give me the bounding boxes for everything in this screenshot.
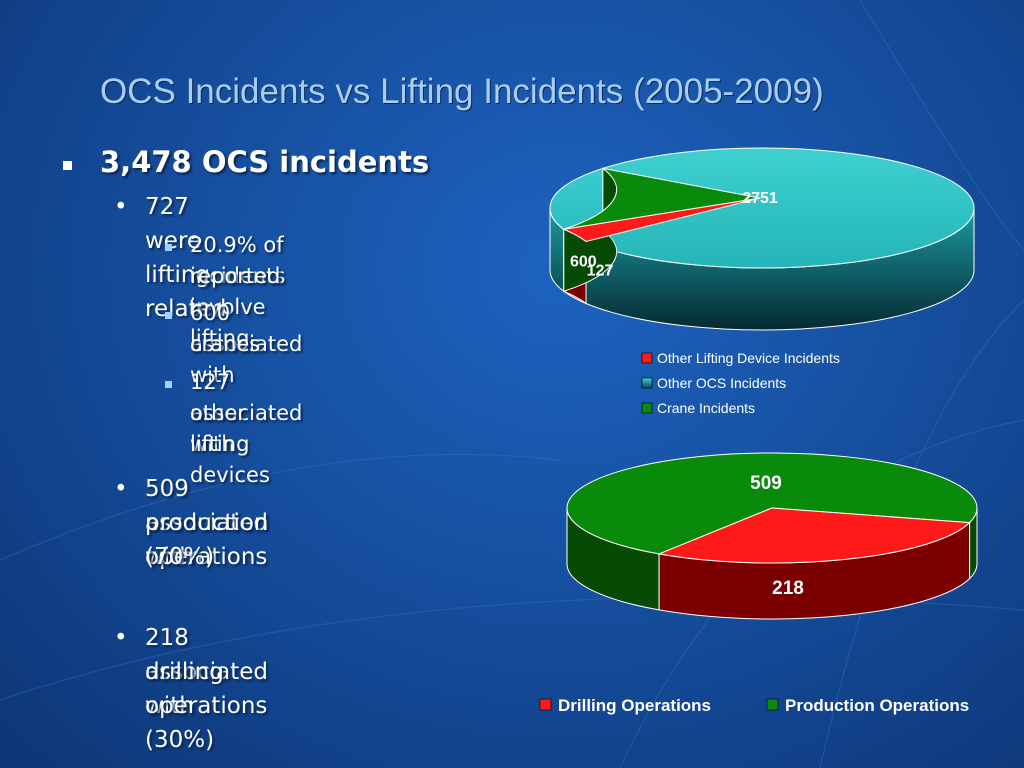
legend-label-other-lifting: Other Lifting Device Incidents bbox=[657, 350, 840, 366]
legend-chart2: Drilling Operations Production Operation… bbox=[539, 696, 969, 715]
legend-label-drilling: Drilling Operations bbox=[558, 696, 711, 715]
legend-swatch-other-ocs bbox=[641, 377, 653, 389]
bullet-cranes-line1: 600 associated with bbox=[190, 301, 303, 387]
bullet-square-icon bbox=[63, 161, 72, 170]
bullet-other-devices-line2: other lifting devices bbox=[190, 401, 270, 487]
pie-slice-drilling bbox=[657, 507, 971, 564]
legend-swatch-production bbox=[766, 698, 779, 711]
legend-label-production: Production Operations bbox=[785, 696, 969, 715]
bullet-square-icon bbox=[165, 244, 172, 251]
data-label-other-ocs: 2751 bbox=[742, 190, 778, 207]
pie-chart-operations: 509 218 Drilling Operations Production O… bbox=[539, 452, 978, 715]
bullet-square-icon bbox=[165, 312, 172, 319]
bullet-other-devices-line1: 127 associated with bbox=[190, 370, 303, 456]
bullet-percent-line1: 20.9% of incidents bbox=[190, 233, 286, 288]
data-label-crane: 600 bbox=[570, 253, 597, 270]
pie-slice-crane bbox=[563, 167, 761, 230]
bullet-percent-line2: reported involve lifting bbox=[190, 264, 281, 350]
pie-slice-production bbox=[566, 452, 978, 555]
data-label-production: 509 bbox=[750, 473, 782, 494]
bullet-production-line2: production operations bbox=[145, 510, 269, 570]
bullet-dot-icon: • bbox=[114, 194, 128, 220]
legend-label-other-ocs: Other OCS Incidents bbox=[657, 375, 786, 391]
bullet-square-icon bbox=[165, 381, 172, 388]
bullet-production-line3: (70%) bbox=[145, 544, 215, 570]
bullet-dot-icon: • bbox=[114, 476, 128, 502]
legend-swatch-crane bbox=[641, 402, 653, 414]
bullet-drilling-line2: drilling operations (30%) bbox=[145, 659, 268, 753]
bullet-drilling-line1: 218 associated with bbox=[145, 625, 269, 719]
data-label-other-lifting: 127 bbox=[587, 263, 614, 280]
legend-swatch-other-lifting bbox=[641, 352, 653, 364]
slide-title: OCS Incidents vs Lifting Incidents (2005… bbox=[100, 72, 824, 111]
bullet-cranes-line2: cranes bbox=[190, 332, 261, 356]
legend-label-crane: Crane Incidents bbox=[657, 400, 755, 416]
pie-chart-lifting: 2751 127 600 Other Lifting Device Incide… bbox=[549, 147, 975, 416]
legend-swatch-drilling bbox=[539, 698, 552, 711]
bullet-ocs-incidents: 3,478 OCS incidents bbox=[100, 145, 430, 179]
legend-chart1: Other Lifting Device Incidents Other OCS… bbox=[641, 350, 840, 416]
bullet-dot-icon: • bbox=[114, 625, 128, 651]
bullet-lifting-related: 727 were lifting related bbox=[145, 194, 227, 322]
bullet-production-line1: 509 associated with bbox=[145, 476, 269, 570]
data-label-drilling: 218 bbox=[772, 578, 804, 599]
